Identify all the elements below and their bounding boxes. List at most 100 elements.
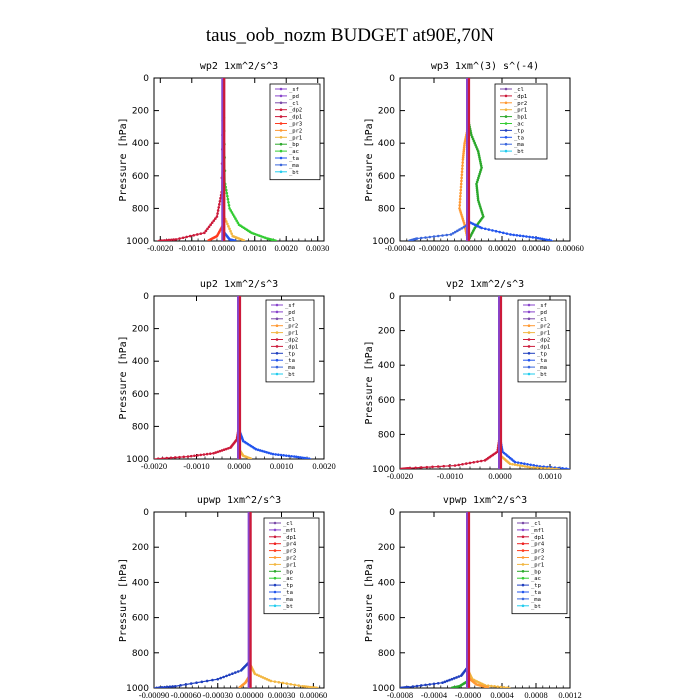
series-marker: [463, 139, 467, 143]
series-marker: [475, 145, 478, 149]
series-marker: [227, 225, 230, 228]
x-tick-label: 0.0012: [558, 690, 581, 700]
x-tick-label: 0.00040: [522, 243, 550, 253]
figure-title: taus_oob_nozm BUDGET at90E,70N: [206, 25, 495, 46]
legend-label: _sf: [285, 303, 295, 309]
legend-marker: [279, 129, 283, 132]
x-tick-label: 0.0004: [490, 690, 514, 700]
series-marker: [216, 212, 219, 215]
x-tick-label: -0.00030: [203, 690, 233, 700]
panels-group: wp2 1xm^2/s^3 Pressure [hPa] 0 200 400 600 800…: [118, 61, 584, 700]
legend-marker: [279, 122, 283, 125]
series-marker: [543, 466, 547, 469]
series-marker: [189, 454, 193, 458]
series-marker: [462, 154, 465, 157]
series-marker: [165, 685, 169, 688]
legend-box: [263, 517, 320, 615]
y-tick-label: 800: [378, 204, 395, 214]
series-marker: [174, 238, 178, 241]
series-marker: [476, 192, 479, 196]
legend-marker: [504, 142, 508, 146]
series-marker: [227, 447, 230, 450]
legend-label: _dp2: [285, 338, 298, 344]
series-marker: [561, 467, 564, 469]
series-marker: [475, 186, 479, 190]
series-marker: [477, 200, 481, 204]
series-group: [400, 296, 570, 469]
legend-box: [265, 299, 315, 383]
series-marker: [262, 235, 265, 239]
series-marker: [476, 460, 479, 463]
x-tick-label: 0.00060: [300, 690, 328, 700]
series-marker: [173, 684, 177, 688]
series-marker: [494, 229, 498, 233]
y-tick-label: 0: [143, 292, 149, 302]
y-tick-label: 1000: [126, 237, 149, 247]
legend-box: [269, 83, 321, 181]
legend-label: _dp1: [285, 344, 298, 350]
series-marker: [518, 464, 522, 467]
series-marker: [475, 182, 478, 186]
series-marker: [225, 191, 229, 195]
series-marker: [538, 237, 542, 240]
legend-label: _bp1: [514, 115, 527, 121]
series-marker: [554, 467, 558, 469]
series-marker: [232, 215, 236, 218]
legend-marker: [521, 556, 525, 559]
legend-marker: [504, 136, 508, 139]
series-marker: [217, 206, 221, 209]
series-line-dp2: [157, 78, 224, 241]
series-marker: [478, 203, 481, 206]
legend-marker: [527, 310, 531, 314]
y-tick-label: 0: [389, 508, 395, 518]
series-marker: [516, 463, 519, 467]
series-marker: [218, 203, 221, 206]
series-marker: [209, 452, 212, 456]
legend-label: _bt: [283, 604, 293, 610]
legend-marker: [275, 338, 279, 341]
y-tick-label: 400: [378, 139, 395, 149]
y-tick-label: 0: [389, 292, 395, 302]
series-marker: [207, 225, 211, 229]
series-marker: [265, 450, 268, 454]
series-marker: [486, 686, 489, 688]
series-marker: [238, 686, 242, 688]
legend-label: _mfl: [531, 528, 544, 534]
series-marker: [459, 211, 463, 214]
legend-marker: [279, 136, 283, 139]
series-marker: [254, 232, 257, 236]
series-marker: [419, 466, 423, 469]
series-marker: [203, 231, 206, 235]
legend-marker: [521, 590, 525, 594]
series-marker: [472, 139, 476, 143]
y-axis-label: Pressure [hPa]: [364, 558, 375, 642]
series-marker: [515, 233, 519, 237]
legend-label: _dp1: [283, 535, 296, 541]
series-marker: [526, 465, 529, 469]
series-marker: [226, 194, 229, 198]
series-marker: [476, 150, 480, 153]
y-tick-label: 1000: [372, 684, 395, 694]
y-tick-label: 400: [378, 578, 395, 588]
series-marker: [511, 462, 514, 466]
series-marker: [496, 685, 500, 688]
legend-marker: [273, 583, 277, 587]
series-line-pr3: [207, 78, 224, 241]
series-marker: [480, 166, 483, 169]
legend-label: _bt: [289, 170, 299, 176]
series-marker: [460, 179, 463, 183]
series-marker: [205, 452, 209, 456]
series-marker: [199, 232, 203, 235]
series-marker: [173, 456, 177, 459]
series-marker: [315, 686, 318, 688]
series-marker: [235, 219, 238, 222]
series-marker: [408, 239, 411, 241]
legend-label: _ma: [285, 365, 295, 371]
x-tick-label: -0.0010: [437, 471, 463, 481]
series-marker: [526, 462, 529, 466]
legend-label: _dp2: [537, 338, 550, 344]
series-marker: [230, 232, 233, 235]
series-marker: [261, 449, 264, 453]
series-marker: [487, 228, 491, 231]
series-marker: [233, 671, 237, 674]
